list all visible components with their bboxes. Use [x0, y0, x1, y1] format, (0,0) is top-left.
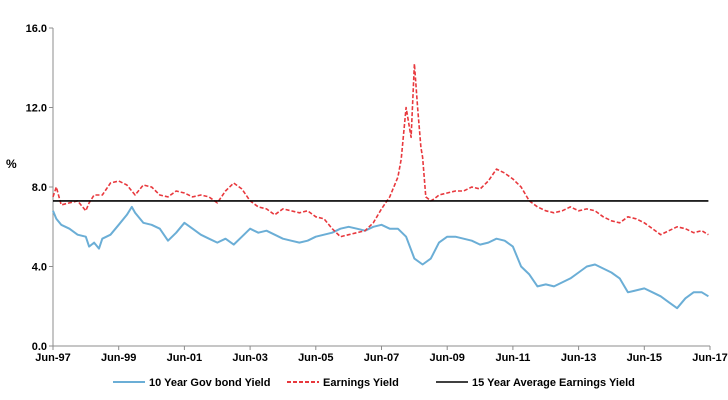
x-tick-label: Jun-11: [495, 352, 530, 364]
x-tick-label: Jun-13: [561, 352, 596, 364]
x-tick-label: Jun-97: [35, 352, 70, 364]
x-tick-label: Jun-01: [167, 352, 202, 364]
x-tick-label: Jun-07: [364, 352, 399, 364]
legend-label-10-year-gov-bond-yield: 10 Year Gov bond Yield: [149, 377, 270, 389]
y-tick-label: 4.0: [32, 262, 47, 274]
x-tick-label: Jun-15: [627, 352, 662, 364]
x-axis-ticks: Jun-97 Jun-99 Jun-01 Jun-03 Jun-05 Jun-07 Jun-…: [35, 346, 728, 364]
x-tick-label: Jun-09: [429, 352, 464, 364]
series-line-earnings-yield: [52, 62, 709, 238]
y-tick-label: 8.0: [32, 182, 47, 194]
series-group: [52, 62, 709, 310]
legend-label-15-year-average-earnings-yield: 15 Year Average Earnings Yield: [472, 377, 635, 389]
legend-label-earnings-yield: Earnings Yield: [323, 377, 399, 389]
x-tick-label: Jun-05: [298, 352, 333, 364]
x-tick-label: Jun-99: [101, 352, 136, 364]
y-tick-label: 12.0: [26, 103, 47, 115]
y-axis-title: %: [6, 157, 17, 171]
x-tick-label: Jun-03: [232, 352, 267, 364]
y-axis-ticks: 0.0 4.0 8.0 12.0 16.0: [26, 23, 53, 353]
series-line-10-year-gov-bond-yield: [52, 205, 709, 310]
y-tick-label: 0.0: [32, 341, 47, 353]
y-tick-label: 16.0: [26, 23, 47, 35]
legend: 10 Year Gov bond Yield Earnings Yield 15 Y…: [113, 377, 635, 389]
x-tick-label: Jun-17: [692, 352, 727, 364]
